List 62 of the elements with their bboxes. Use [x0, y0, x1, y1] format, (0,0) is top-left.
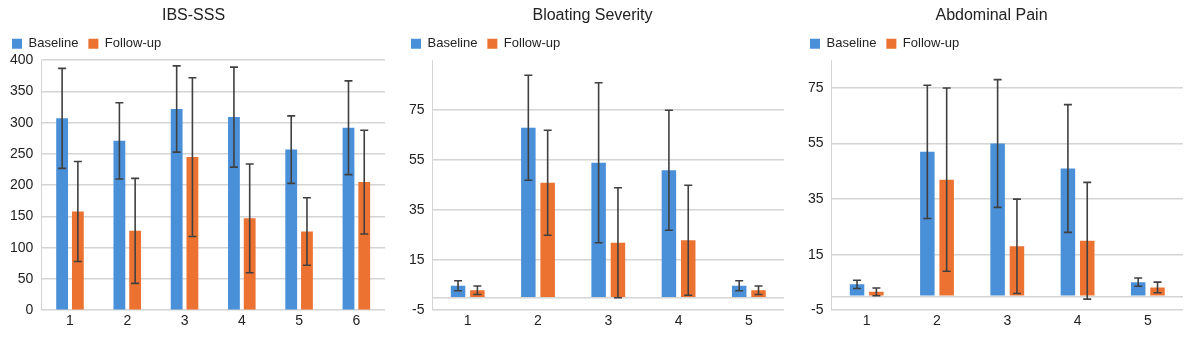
- x-tick-label: 2: [123, 312, 132, 329]
- bar: [113, 140, 126, 310]
- bar: [521, 127, 536, 297]
- x-tick-label: 1: [862, 312, 871, 329]
- x-tick-label: 2: [534, 312, 543, 329]
- bar: [1130, 282, 1146, 296]
- y-tick-label: 250: [10, 144, 34, 161]
- x-tick-label: 3: [604, 312, 613, 329]
- chart-title: IBS-SSS: [161, 6, 226, 24]
- x-tick-label: 4: [237, 312, 246, 329]
- y-tick-label: 35: [408, 201, 425, 218]
- y-tick-label: 50: [17, 269, 34, 286]
- bar: [285, 149, 298, 310]
- y-tick-label: 400: [10, 51, 34, 68]
- bar: [939, 179, 954, 296]
- bar: [591, 162, 606, 297]
- bar: [540, 182, 555, 297]
- legend-label: Baseline: [427, 35, 478, 51]
- bar: [849, 284, 865, 296]
- y-tick-label: 100: [10, 238, 34, 255]
- x-tick-label: 1: [463, 312, 472, 329]
- bar: [342, 127, 355, 310]
- chart-title: Abdominal Pain: [935, 6, 1048, 24]
- y-tick-label: 0: [25, 301, 34, 318]
- y-tick-label: 55: [807, 134, 824, 151]
- x-tick-label: 4: [674, 312, 683, 329]
- x-tick-label: 3: [1003, 312, 1012, 329]
- bar: [358, 182, 371, 310]
- bar: [228, 117, 240, 310]
- x-tick-label: 6: [352, 312, 361, 329]
- y-tick-label: 150: [10, 207, 34, 224]
- y-tick-label: 15: [408, 251, 425, 268]
- x-tick-label: 3: [180, 312, 189, 329]
- x-tick-label: 5: [1143, 312, 1152, 329]
- legend-label: Baseline: [826, 35, 877, 51]
- bar: [243, 218, 256, 310]
- y-tick-label: 35: [807, 189, 824, 206]
- y-tick-label: 75: [807, 78, 824, 95]
- x-tick-label: 2: [933, 312, 942, 329]
- y-tick-label: 300: [10, 113, 34, 130]
- y-tick-label: 55: [408, 151, 425, 168]
- y-tick-label: 75: [408, 101, 425, 118]
- legend-label: Follow-up: [104, 35, 162, 51]
- bar: [56, 118, 69, 310]
- y-tick-label: -5: [811, 301, 824, 318]
- bar: [71, 211, 84, 310]
- x-tick-label: 5: [744, 312, 753, 329]
- y-tick-label: 200: [10, 176, 34, 193]
- legend-label: Follow-up: [902, 35, 960, 51]
- bar: [990, 143, 1005, 296]
- x-tick-label: 1: [66, 312, 75, 329]
- bar: [301, 231, 313, 310]
- bar: [920, 151, 935, 296]
- x-tick-label: 4: [1073, 312, 1082, 329]
- legend-label: Baseline: [28, 35, 79, 51]
- chart-title: Bloating Severity: [532, 6, 653, 24]
- x-tick-label: 5: [295, 312, 304, 329]
- legend-label: Follow-up: [503, 35, 561, 51]
- y-tick-label: -5: [412, 301, 425, 318]
- y-tick-label: 15: [807, 245, 824, 262]
- y-tick-label: 350: [10, 82, 34, 99]
- bar: [170, 108, 183, 310]
